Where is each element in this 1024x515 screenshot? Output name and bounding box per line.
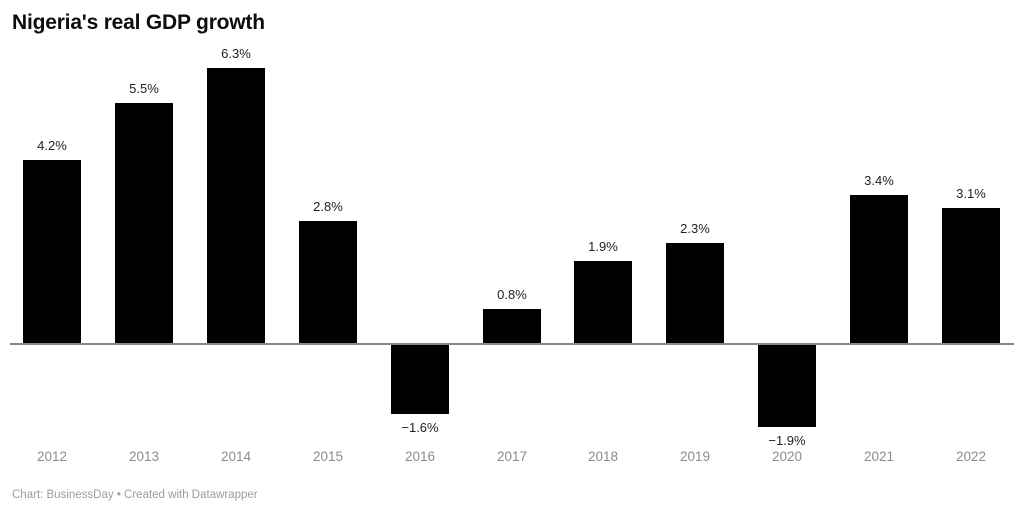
bar-2014 [207, 68, 265, 344]
value-label-2019: 2.3% [680, 221, 710, 236]
chart-attribution: Chart: BusinessDay • Created with Datawr… [12, 489, 258, 501]
bar-2018 [574, 261, 632, 344]
x-tick-2019: 2019 [679, 449, 711, 464]
x-tick-2015: 2015 [312, 449, 344, 464]
x-tick-2017: 2017 [496, 449, 528, 464]
value-label-2013: 5.5% [129, 81, 159, 96]
bar-2015 [299, 221, 357, 344]
value-label-2015: 2.8% [313, 199, 343, 214]
x-tick-2014: 2014 [220, 449, 252, 464]
zero-baseline [10, 343, 1014, 345]
bar-2017 [483, 309, 541, 344]
x-tick-2016: 2016 [404, 449, 436, 464]
value-label-2016: −1.6% [401, 420, 439, 435]
value-label-2021: 3.4% [864, 173, 894, 188]
value-label-2020: −1.9% [768, 433, 806, 448]
x-tick-2012: 2012 [36, 449, 68, 464]
value-label-2022: 3.1% [956, 186, 986, 201]
bar-2013 [115, 103, 173, 344]
x-tick-2018: 2018 [587, 449, 619, 464]
x-tick-2022: 2022 [955, 449, 987, 464]
x-tick-2020: 2020 [771, 449, 803, 464]
value-label-2012: 4.2% [37, 138, 67, 153]
value-label-2017: 0.8% [497, 287, 527, 302]
value-label-2018: 1.9% [588, 239, 618, 254]
bar-2022 [942, 208, 1000, 344]
bar-2020 [758, 344, 816, 427]
bar-2012 [23, 160, 81, 344]
bar-2019 [666, 243, 724, 344]
value-label-2014: 6.3% [221, 46, 251, 61]
x-tick-2021: 2021 [863, 449, 895, 464]
chart-title: Nigeria's real GDP growth [12, 11, 265, 34]
x-tick-2013: 2013 [128, 449, 160, 464]
bar-2016 [391, 344, 449, 414]
bar-2021 [850, 195, 908, 344]
